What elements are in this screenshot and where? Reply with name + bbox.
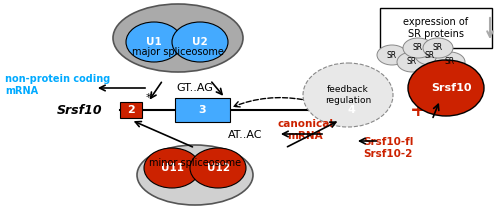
Ellipse shape — [303, 63, 393, 127]
Ellipse shape — [190, 148, 246, 188]
Bar — [175, 98, 230, 122]
Ellipse shape — [137, 145, 253, 205]
Bar — [120, 102, 142, 118]
Text: 2: 2 — [127, 105, 135, 115]
Ellipse shape — [415, 45, 445, 65]
Text: non-protein coding
mRNA: non-protein coding mRNA — [5, 74, 110, 96]
Text: SR: SR — [445, 57, 455, 67]
Text: SR: SR — [413, 43, 423, 52]
Ellipse shape — [408, 60, 484, 116]
FancyBboxPatch shape — [380, 8, 492, 48]
Text: SR: SR — [407, 57, 417, 67]
Text: Srsf10: Srsf10 — [431, 83, 471, 93]
Text: U12: U12 — [206, 163, 230, 173]
Text: Srsf10: Srsf10 — [57, 104, 103, 116]
Ellipse shape — [435, 52, 465, 72]
Ellipse shape — [126, 22, 182, 62]
Text: minor spliceosome: minor spliceosome — [149, 158, 241, 168]
Ellipse shape — [144, 148, 200, 188]
Ellipse shape — [423, 38, 453, 58]
Text: SR: SR — [387, 51, 397, 59]
Ellipse shape — [113, 4, 243, 72]
Text: feedback
regulation: feedback regulation — [325, 85, 371, 105]
Text: U1: U1 — [146, 37, 162, 47]
Text: SR: SR — [433, 43, 443, 52]
Ellipse shape — [403, 38, 433, 58]
Text: 3: 3 — [198, 105, 206, 115]
Text: +: + — [410, 100, 426, 120]
Text: U11: U11 — [160, 163, 184, 173]
Text: Srsf10-fl
Srsf10-2: Srsf10-fl Srsf10-2 — [363, 137, 413, 159]
Text: expression of
SR proteins: expression of SR proteins — [404, 17, 468, 39]
Text: canonical
mRNA: canonical mRNA — [277, 119, 333, 141]
Text: U2: U2 — [192, 37, 208, 47]
Ellipse shape — [377, 45, 407, 65]
Text: GT..AG: GT..AG — [176, 83, 214, 93]
Bar — [340, 102, 362, 118]
Ellipse shape — [172, 22, 228, 62]
Text: 4: 4 — [347, 105, 355, 115]
Ellipse shape — [397, 52, 427, 72]
Text: *: * — [145, 93, 151, 103]
Text: major spliceosome: major spliceosome — [132, 47, 224, 57]
Text: SR: SR — [425, 51, 435, 59]
Text: AT..AC: AT..AC — [228, 130, 262, 140]
